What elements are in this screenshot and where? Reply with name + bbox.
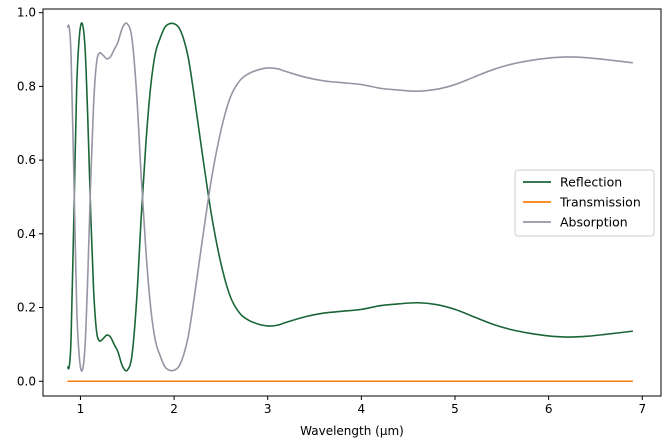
x-axis: 1 2 3 4 5 6 7 — [77, 396, 646, 416]
y-tick-label: 0.0 — [17, 374, 36, 388]
legend-box — [514, 169, 655, 237]
x-tick-label: 7 — [638, 402, 646, 416]
x-tick-label: 6 — [545, 402, 553, 416]
x-tick-label: 4 — [358, 402, 366, 416]
series-line-absorption — [66, 22, 634, 372]
x-tick-label: 1 — [77, 402, 85, 416]
x-tick-label: 2 — [170, 402, 178, 416]
x-tick-label: 3 — [264, 402, 272, 416]
y-axis: 0.0 0.2 0.4 0.6 0.8 1.0 — [17, 6, 43, 388]
legend-entry-transmission: Transmission — [559, 195, 641, 210]
series-line-reflection — [66, 22, 634, 372]
series-layer — [66, 22, 634, 383]
legend-entry-reflection: Reflection — [560, 175, 622, 190]
x-axis-label: Wavelength (µm) — [300, 424, 404, 438]
x-tick-label: 5 — [451, 402, 459, 416]
y-tick-label: 0.6 — [17, 153, 36, 167]
legend: Reflection Transmission Absorption — [514, 169, 655, 237]
y-tick-label: 0.8 — [17, 79, 36, 93]
y-tick-label: 0.4 — [17, 227, 36, 241]
legend-entry-absorption: Absorption — [560, 215, 628, 230]
y-tick-label: 1.0 — [17, 6, 36, 20]
y-tick-label: 0.2 — [17, 301, 36, 315]
axes-frame — [42, 8, 662, 397]
